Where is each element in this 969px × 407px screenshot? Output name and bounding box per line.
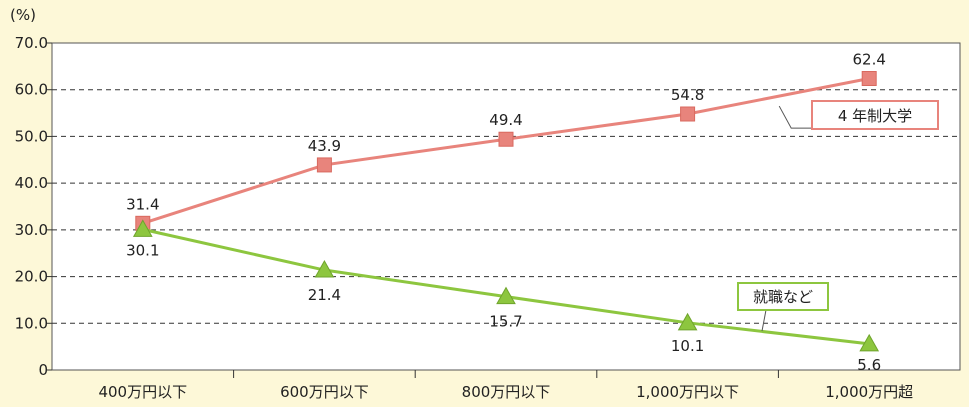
data-label: 10.1 [671,337,704,355]
legend-leader-line [778,105,812,129]
data-label: 31.4 [126,195,159,213]
data-label: 21.4 [308,286,341,304]
y-tick-label: 30.0 [15,221,48,239]
data-label: 54.8 [671,86,704,104]
y-tick-label: 70.0 [15,34,48,52]
data-label: 5.6 [857,356,881,374]
data-label: 62.4 [852,51,885,69]
x-axis-ticks: 400万円以下 600万円以下 800万円以下 1,000万円以下 1,000万円超 [98,383,913,401]
legend-box [737,282,829,311]
data-point-triangle [859,333,880,352]
y-tick-label: 0 [38,361,48,379]
y-axis-unit-label: (%) [10,6,36,24]
legend-label: 就職など [753,288,813,306]
data-point-triangle [132,219,153,237]
y-tick-label: 50.0 [15,127,48,145]
y-tick-label: 60.0 [15,81,48,99]
data-point-square [316,157,332,173]
data-point-triangle [314,260,335,278]
data-label: 49.4 [489,111,522,129]
data-point-triangle [677,312,698,331]
legend-box [811,100,939,130]
data-point-square [861,71,877,87]
y-tick-label: 10.0 [15,314,48,332]
data-label: 30.1 [126,241,159,259]
y-tick-label: 40.0 [15,174,48,192]
x-tick-label: 800万円以下 [462,383,551,401]
plot-area [51,42,961,371]
data-point-square [680,106,696,122]
x-tick-label: 1,000万円以下 [636,383,739,401]
x-tick-label: 600万円以下 [280,383,369,401]
data-point-triangle [496,286,516,305]
data-label: 15.7 [489,313,522,331]
x-tick-label: 400万円以下 [98,383,187,401]
data-label: 43.9 [308,137,341,155]
x-tick-label: 1,000万円超 [825,383,913,401]
legend-leader-line [761,309,767,332]
series-layer: 31.4 43.9 49.4 54.8 62.4 30.1 21.4 15.7 10.1 5.6 [126,51,886,374]
data-point-square [498,131,514,147]
y-tick-label: 20.0 [15,268,48,286]
legend-label: 4 年制大学 [838,107,912,125]
y-axis-ticks: 0 10.0 20.0 30.0 40.0 50.0 60.0 70.0 [15,34,48,379]
